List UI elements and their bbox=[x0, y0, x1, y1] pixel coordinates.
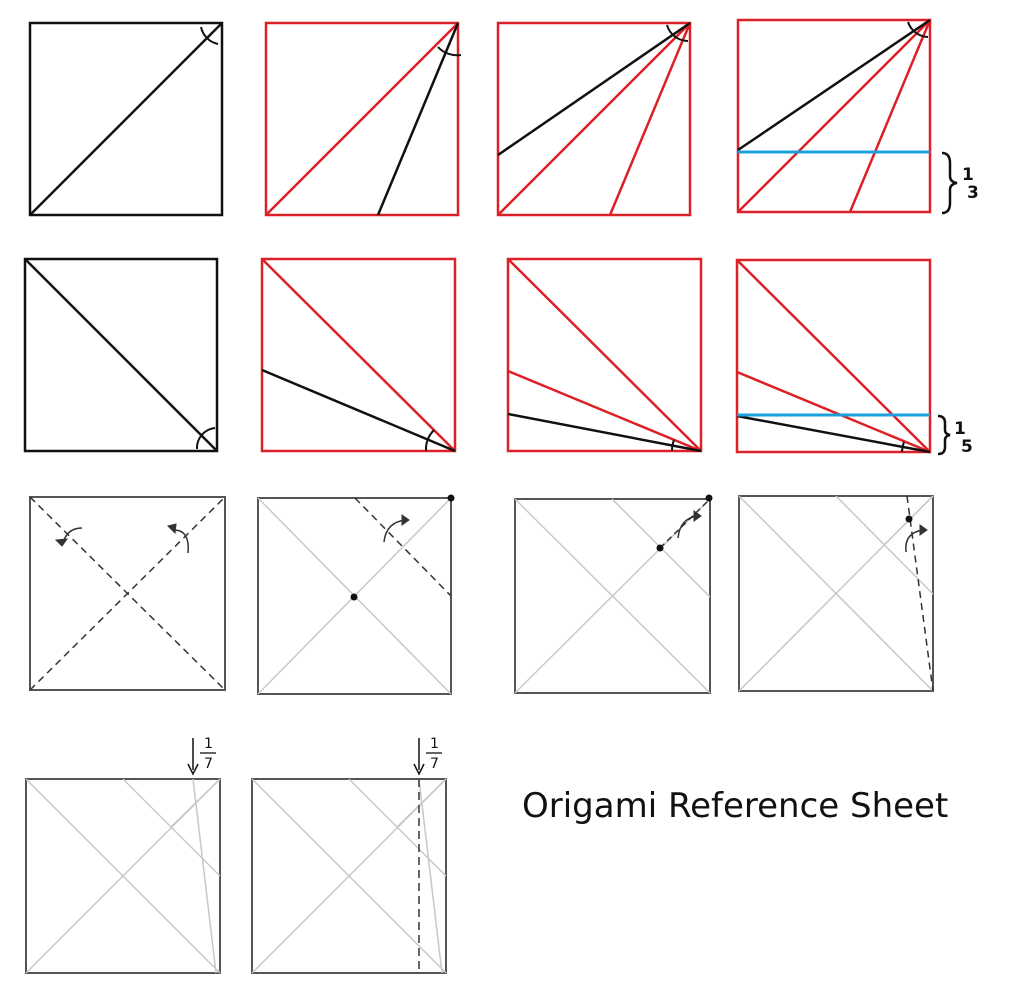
diagonal-fold bbox=[736, 259, 931, 453]
fold-arrow-icon bbox=[401, 514, 410, 526]
fold-arrow-icon bbox=[173, 529, 189, 554]
paper-square bbox=[264, 21, 460, 217]
row-4-sevenths: 1 7 1 7 bbox=[25, 736, 447, 974]
paper-square bbox=[736, 18, 932, 214]
fold-arrow-icon bbox=[54, 538, 69, 547]
r4-panel-1 bbox=[25, 738, 221, 974]
row-3-fold-steps bbox=[29, 494, 934, 695]
r3-panel-4 bbox=[738, 495, 934, 692]
angle-arc bbox=[195, 427, 216, 450]
bisector-fold bbox=[376, 22, 460, 216]
row-1-thirds: 1 3 bbox=[28, 18, 979, 217]
new-fold bbox=[507, 412, 702, 453]
paper-square bbox=[23, 257, 219, 453]
label-seventh-denominator: 7 bbox=[204, 756, 213, 772]
reference-point bbox=[656, 544, 664, 552]
r1-panel-3 bbox=[496, 21, 692, 217]
r2-panel-2 bbox=[260, 257, 457, 453]
new-fold bbox=[737, 18, 931, 152]
fold-arrow-icon bbox=[167, 523, 177, 535]
label-seventh-denominator: 7 bbox=[430, 756, 439, 772]
new-fold bbox=[497, 21, 691, 157]
valley-fold-line bbox=[354, 497, 452, 597]
diagonal-fold bbox=[261, 258, 456, 452]
r4-panel-2 bbox=[251, 738, 447, 974]
angle-arc bbox=[907, 21, 929, 38]
diagonal-fold bbox=[265, 22, 459, 216]
crease-line bbox=[192, 778, 217, 974]
valley-fold-line bbox=[906, 495, 934, 692]
paper-square bbox=[29, 496, 226, 691]
diagonal-fold bbox=[24, 258, 218, 452]
diagonal-fold bbox=[497, 22, 691, 216]
label-seventh-numerator: 1 bbox=[430, 736, 439, 752]
fold-arrow-icon bbox=[693, 510, 702, 522]
bisector-fold bbox=[608, 22, 692, 216]
angle-arc bbox=[424, 429, 435, 452]
brace-third bbox=[941, 151, 958, 215]
bisector-fold bbox=[848, 19, 932, 213]
r3-panel-3 bbox=[514, 494, 713, 694]
r1-panel-4 bbox=[736, 18, 932, 214]
reference-point bbox=[447, 494, 455, 502]
bisector-fold bbox=[507, 369, 702, 453]
r1-panel-1 bbox=[28, 21, 224, 217]
diagonal-fold bbox=[29, 22, 223, 216]
valley-fold-line bbox=[29, 496, 226, 691]
r2-panel-1 bbox=[23, 257, 219, 453]
reference-point bbox=[905, 515, 913, 523]
r2-panel-3 bbox=[506, 257, 703, 453]
diagonal-fold bbox=[507, 258, 702, 452]
angle-arc bbox=[200, 26, 219, 45]
paper-square bbox=[735, 258, 932, 454]
paper-square bbox=[28, 21, 224, 217]
paper-square bbox=[506, 257, 703, 453]
angle-arc bbox=[670, 439, 675, 452]
valley-fold-line bbox=[659, 498, 711, 549]
reference-point bbox=[350, 593, 358, 601]
label-fifth-denominator: 5 bbox=[961, 437, 973, 457]
label-third-numerator: 1 bbox=[962, 165, 974, 185]
brace-fifth bbox=[937, 414, 951, 456]
r3-panel-2 bbox=[257, 494, 455, 695]
bisector-fold bbox=[736, 370, 931, 454]
label-third-denominator: 3 bbox=[967, 183, 979, 203]
diagonal-fold bbox=[737, 19, 931, 213]
bisector-fold bbox=[261, 368, 456, 453]
angle-arc bbox=[666, 24, 689, 42]
angle-arc bbox=[901, 441, 905, 453]
label-seventh-numerator: 1 bbox=[204, 736, 213, 752]
seventh-arrow-icon bbox=[187, 763, 199, 776]
crease-line bbox=[418, 778, 443, 974]
sheet-title: Origami Reference Sheet bbox=[522, 786, 949, 826]
fold-arrow-icon bbox=[919, 524, 928, 536]
paper-square bbox=[496, 21, 692, 217]
angle-arc bbox=[437, 46, 462, 57]
r2-panel-4 bbox=[735, 258, 932, 454]
label-fifth-numerator: 1 bbox=[954, 419, 966, 439]
new-fold bbox=[736, 414, 931, 454]
r1-panel-2 bbox=[264, 21, 462, 217]
row-2-fifths: 1 5 bbox=[23, 257, 973, 457]
reference-point bbox=[705, 494, 713, 502]
r3-panel-1 bbox=[29, 496, 226, 691]
paper-square bbox=[260, 257, 457, 453]
seventh-arrow-icon bbox=[413, 763, 425, 776]
